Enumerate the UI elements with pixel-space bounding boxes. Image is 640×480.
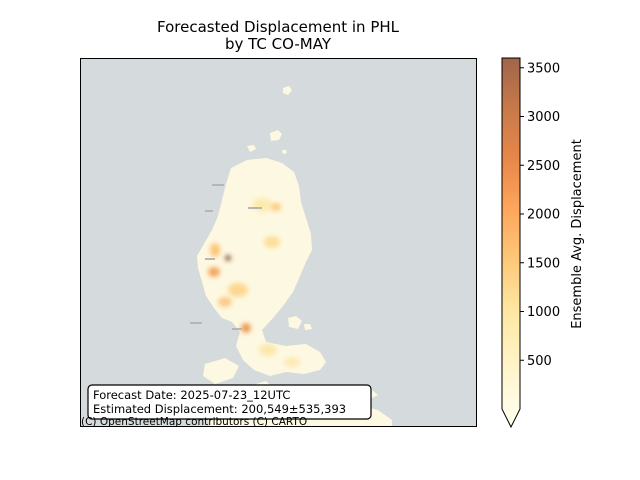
calayan-island (247, 145, 256, 152)
estimated-displacement-text: Estimated Displacement: 200,549±535,393 (93, 402, 346, 416)
basemap-attribution: (C) OpenStreetMap contributors (C) CARTO (81, 416, 307, 428)
forecast-date-text: Forecast Date: 2025-07-23_12UTC (93, 388, 290, 402)
east-islet (304, 324, 312, 330)
colorbar-tick-label: 2000 (527, 208, 560, 223)
batanes-island (283, 86, 292, 95)
heat-cell-west-coast-2 (208, 267, 220, 277)
chart-title-line-1: Forecasted Displacement in PHL (157, 18, 400, 36)
colorbar-extend-min-triangle (502, 409, 520, 427)
colorbar-tick-label: 500 (527, 354, 552, 369)
displacement-heatmap (208, 198, 300, 367)
heat-cell-baguio (225, 255, 231, 261)
heat-cell-north (252, 198, 272, 212)
colorbar-tick-label: 3500 (527, 61, 560, 76)
camiguin-islet (282, 150, 287, 154)
heat-cell-isabela (264, 236, 280, 248)
babuyan-island (270, 130, 282, 141)
colorbar-tick-label: 3000 (527, 110, 560, 125)
colorbar-tick-label: 1500 (527, 256, 560, 271)
colorbar-gradient (502, 58, 520, 409)
heat-cell-central-2 (218, 297, 232, 307)
polillo-island (288, 316, 302, 329)
heat-cell-manila (241, 323, 251, 333)
colorbar-tick-label: 1000 (527, 305, 560, 320)
colorbar-ticks: 500 1000 1500 2000 2500 3000 3500 (520, 61, 560, 369)
map-panel[interactable]: Forecast Date: 2025-07-23_12UTC Estimate… (80, 58, 477, 428)
chart-title-line-2: by TC CO-MAY (225, 35, 332, 53)
map-frame (80, 58, 477, 427)
mindoro-island (203, 358, 239, 384)
heat-cell-west-coast-1 (210, 243, 220, 257)
heat-cell-south-luzon (259, 344, 277, 356)
luzon-island (197, 158, 326, 376)
heat-cell-central-1 (228, 283, 248, 297)
basemap-place-markers (190, 184, 262, 330)
colorbar-outline (501, 57, 521, 429)
colorbar-label: Ensemble Avg. Displacement (570, 139, 585, 329)
heat-cell-bicol (284, 357, 300, 367)
colorbar: 500 1000 1500 2000 2500 3000 3500 Ensemble Avg… (501, 57, 585, 429)
forecast-info-box: Forecast Date: 2025-07-23_12UTC Estimate… (87, 384, 372, 420)
colorbar-tick-label: 2500 (527, 159, 560, 174)
heat-cell-cagayan (271, 203, 281, 211)
